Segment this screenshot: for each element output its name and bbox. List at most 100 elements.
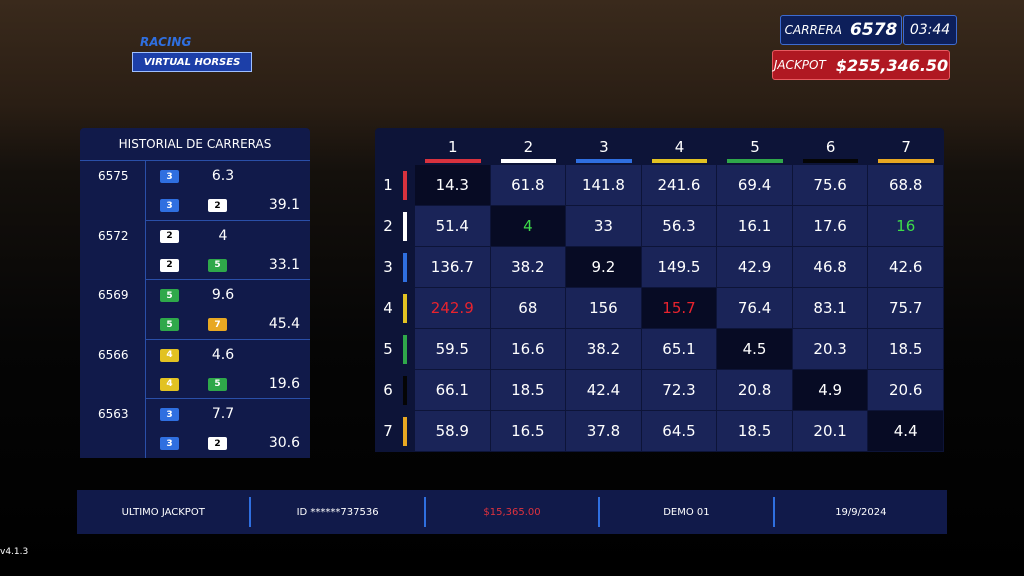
odds-cell: 72.3: [641, 370, 717, 410]
column-label: 1: [448, 138, 458, 156]
odds-cell: 141.8: [566, 165, 641, 205]
race-id: 6566: [98, 347, 129, 362]
odds-cell: 42.6: [868, 247, 943, 287]
row-label: 5: [383, 340, 393, 358]
badge: 5: [208, 377, 227, 391]
odds-cell: 16.6: [490, 329, 566, 369]
race-value: 4.6: [211, 346, 235, 363]
odds-cell: 4.9: [792, 370, 868, 410]
row-label: 7: [383, 422, 393, 440]
odds-cell: 83.1: [792, 288, 868, 328]
column-color: [651, 159, 708, 163]
column-color: [500, 159, 557, 163]
separator: [423, 497, 426, 527]
race-value: 30.6: [268, 435, 300, 452]
odds-cell: 4.4: [868, 411, 943, 451]
race-value: 4: [218, 227, 228, 244]
logo-bottom: VIRTUAL HORSES: [132, 52, 252, 72]
odds-cell: 46.8: [792, 247, 868, 287]
odds-grid: 1 2 3 4 5 6 7 1 14.3 61.8 141.8 241.6 69.4 75.6 68.8 2 5…: [375, 128, 944, 452]
odds-cell: 65.1: [641, 329, 717, 369]
odds-cell: 4: [490, 206, 566, 246]
column-label: 6: [825, 138, 836, 156]
column-label: 5: [750, 138, 760, 156]
odds-cell: 20.6: [868, 370, 943, 410]
odds-cell: 68: [490, 288, 566, 328]
odds-cell: 59.5: [415, 329, 490, 369]
badge: 3: [160, 199, 179, 212]
separator: [772, 497, 775, 527]
race-number: 6578: [850, 20, 898, 40]
odds-cell: 20.3: [792, 329, 868, 369]
race-value: 9.6: [211, 287, 235, 304]
row-color: [403, 417, 407, 446]
badge: 2: [160, 229, 179, 243]
row-label: 2: [383, 217, 393, 235]
row-divider: [145, 398, 310, 400]
row-color: [403, 335, 407, 364]
odds-cell: 61.8: [490, 165, 566, 205]
odds-cell: 14.3: [415, 165, 490, 205]
odds-cell: 42.9: [717, 247, 792, 287]
column-color: [576, 159, 632, 163]
jackpot-label: JACKPOT: [773, 58, 826, 72]
footer-item: ID ******737536: [296, 506, 379, 518]
row-divider: [145, 219, 310, 221]
odds-cell: 38.2: [490, 247, 566, 287]
odds-cell: 38.2: [566, 329, 641, 369]
badge: 2: [208, 199, 227, 212]
row-label: 6: [383, 381, 393, 399]
odds-cell: 9.2: [566, 247, 641, 287]
odds-cell: 242.9: [415, 288, 490, 328]
badge: 3: [160, 437, 179, 451]
odds-cell: 37.8: [566, 411, 641, 451]
footer-item: ULTIMO JACKPOT: [121, 506, 205, 518]
column-label: 7: [901, 138, 911, 156]
odds-cell: 16.5: [490, 411, 566, 451]
odds-cell: 66.1: [415, 370, 490, 410]
logo: RACING VIRTUAL HORSES: [80, 10, 252, 72]
badge: 3: [160, 408, 179, 422]
row-label: 1: [383, 176, 393, 194]
badge: 4: [160, 348, 179, 362]
row-color: [403, 253, 407, 282]
odds-cell: 68.8: [868, 165, 943, 205]
badge: 5: [160, 318, 179, 332]
odds-cell: 241.6: [641, 165, 717, 205]
race-value: 39.1: [268, 197, 300, 213]
odds-cell: 156: [566, 288, 641, 328]
odds-cell: 20.8: [717, 370, 792, 410]
history-panel: HISTORIAL DE CARRERAS 6575 3 6.3 3 2 39.1 6572…: [80, 128, 310, 458]
column-label: 4: [674, 138, 685, 156]
race-id: 6569: [98, 288, 129, 303]
race-value: 19.6: [268, 375, 300, 392]
column-label: 2: [523, 138, 534, 156]
history-title: HISTORIAL DE CARRERAS: [80, 128, 310, 161]
race-id: 6572: [98, 228, 129, 243]
row-divider: [145, 338, 310, 340]
odds-cell: 18.5: [490, 370, 566, 410]
odds-cell: 51.4: [415, 206, 490, 246]
row-label: 4: [383, 299, 393, 317]
odds-cell: 20.1: [792, 411, 868, 451]
odds-cell: 4.5: [717, 329, 792, 369]
version: v4.1.3: [0, 547, 29, 557]
column-label: 3: [599, 138, 609, 156]
row-label: 3: [383, 258, 393, 276]
odds-cell: 17.6: [792, 206, 868, 246]
odds-cell: 15.7: [641, 288, 717, 328]
badge: 2: [208, 437, 227, 451]
odds-cell: 75.6: [792, 165, 868, 205]
badge: 3: [160, 170, 179, 183]
jackpot-value: $255,346.50: [835, 55, 949, 75]
odds-cell: 18.5: [868, 329, 943, 369]
odds-cell: 69.4: [717, 165, 792, 205]
column-color: [425, 159, 481, 163]
race-value: 33.1: [268, 256, 300, 273]
footer-item: DEMO 01: [663, 506, 710, 518]
separator: [249, 497, 252, 527]
badge: 5: [208, 258, 227, 272]
odds-cell: 136.7: [415, 247, 490, 287]
